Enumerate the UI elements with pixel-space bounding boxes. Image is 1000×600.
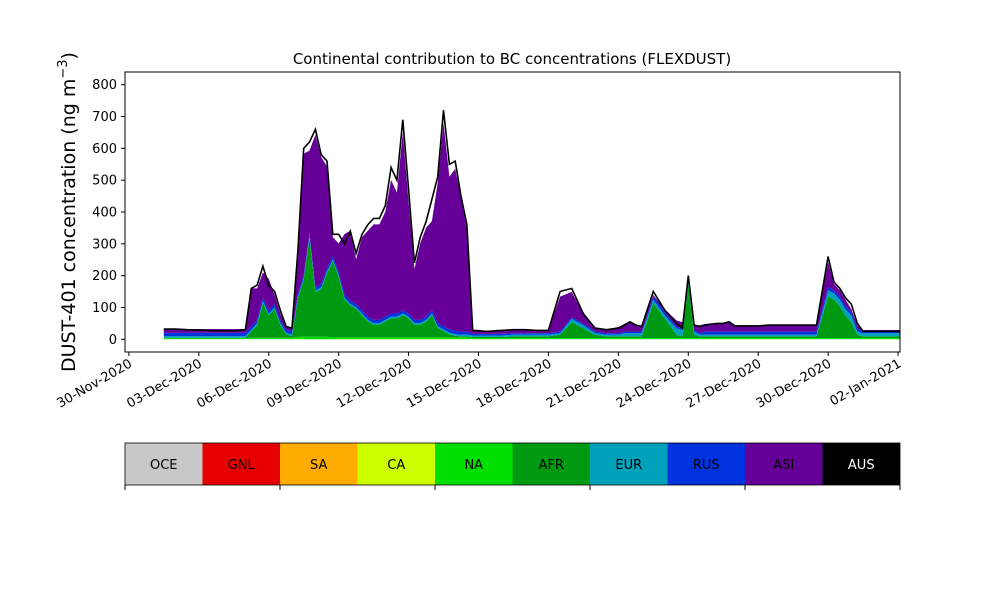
- x-tick-label: 03-Dec-2020: [124, 356, 204, 411]
- legend-label-ca: CA: [387, 458, 405, 473]
- legend-swatch-eur: [590, 443, 668, 485]
- legend-label-aus: AUS: [848, 458, 875, 473]
- legend-frame: [124, 442, 901, 486]
- area-afr: [163, 238, 900, 339]
- x-tick-label: 06-Dec-2020: [194, 356, 274, 411]
- y-tick-label: 400: [92, 206, 117, 221]
- x-tick-label: 27-Dec-2020: [684, 356, 764, 411]
- legend-swatch-rus: [667, 443, 745, 485]
- legend-label-afr: AFR: [539, 458, 564, 473]
- y-tick-label: 200: [92, 269, 117, 284]
- legend-swatch-oce: [125, 443, 203, 485]
- y-axis-label: DUST-401 concentration (ng m−3): [56, 52, 80, 372]
- legend-label-sa: SA: [310, 458, 327, 473]
- plot-frame: [124, 71, 901, 353]
- chart-title: Continental contribution to BC concentra…: [293, 50, 731, 68]
- legend-swatch-asi: [745, 443, 823, 485]
- y-tick-label: 300: [92, 237, 117, 252]
- area-asi: [163, 122, 900, 334]
- x-tick-label: 12-Dec-2020: [334, 356, 414, 411]
- legend-label-gnl: GNL: [228, 458, 256, 473]
- y-tick-label: 700: [92, 110, 117, 125]
- stacked-areas: [163, 122, 900, 340]
- total-outline: [163, 110, 900, 333]
- y-tick-label: 0: [109, 333, 117, 348]
- x-tick-label: 24-Dec-2020: [614, 356, 694, 411]
- legend-swatch-afr: [512, 443, 590, 485]
- x-tick-label: 30-Dec-2020: [754, 356, 834, 411]
- legend-swatch-sa: [280, 443, 358, 485]
- legend-label-oce: OCE: [150, 458, 178, 473]
- legend-label-rus: RUS: [693, 458, 720, 473]
- x-tick-label: 21-Dec-2020: [544, 356, 624, 411]
- y-tick-label: 600: [92, 142, 117, 157]
- legend-swatch-aus: [822, 443, 900, 485]
- legend-label-asi: ASI: [773, 458, 794, 473]
- y-axis-label-exponent: −3: [56, 59, 71, 78]
- y-axis-label-main: DUST-401 concentration (ng m: [58, 79, 80, 372]
- legend-swatch-gnl: [202, 443, 280, 485]
- legend-label-na: NA: [464, 458, 483, 473]
- y-axis: 0 100 200 300 400 500 600 700 800: [92, 78, 125, 348]
- x-tick-label: 02-Jan-2021: [827, 356, 904, 409]
- y-axis-label-close: ): [58, 52, 80, 59]
- legend-swatch-na: [435, 443, 513, 485]
- x-tick-label: 15-Dec-2020: [404, 356, 484, 411]
- legend-swatch-ca: [357, 443, 435, 485]
- legend-colorbar: OCE GNL SA CA NA AFR EUR RUS ASI AUS: [124, 442, 901, 490]
- x-axis: 30-Nov-202003-Dec-202006-Dec-202009-Dec-…: [55, 352, 904, 412]
- x-tick-label: 09-Dec-2020: [264, 356, 344, 411]
- y-tick-label: 800: [92, 78, 117, 93]
- y-tick-label: 100: [92, 301, 117, 316]
- legend-label-eur: EUR: [615, 458, 642, 473]
- y-tick-label: 500: [92, 174, 117, 189]
- x-tick-label: 18-Dec-2020: [474, 356, 554, 411]
